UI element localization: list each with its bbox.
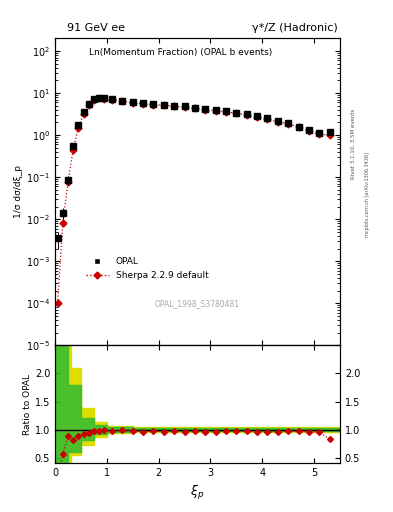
Sherpa 2.2.9 default	[255, 114, 259, 120]
X-axis label: $\xi_p$: $\xi_p$	[190, 484, 205, 502]
Sherpa 2.2.9 default	[244, 112, 249, 118]
Sherpa 2.2.9 default	[172, 103, 176, 110]
Sherpa 2.2.9 default	[224, 109, 228, 115]
Sherpa 2.2.9 default	[182, 104, 187, 111]
Sherpa 2.2.9 default	[86, 102, 91, 108]
Sherpa 2.2.9 default	[317, 131, 321, 137]
Sherpa 2.2.9 default	[71, 146, 75, 153]
Sherpa 2.2.9 default	[130, 100, 135, 106]
Sherpa 2.2.9 default	[307, 128, 311, 134]
Sherpa 2.2.9 default	[66, 179, 70, 185]
Sherpa 2.2.9 default	[81, 111, 86, 117]
Sherpa 2.2.9 default	[193, 105, 197, 112]
Y-axis label: Ratio to OPAL: Ratio to OPAL	[23, 374, 32, 435]
Sherpa 2.2.9 default	[110, 97, 114, 103]
Sherpa 2.2.9 default	[327, 132, 332, 138]
Sherpa 2.2.9 default	[234, 110, 239, 116]
Text: Rivet 3.1.10, 3.5M events: Rivet 3.1.10, 3.5M events	[351, 108, 356, 179]
Sherpa 2.2.9 default	[265, 116, 270, 122]
Legend: OPAL, Sherpa 2.2.9 default: OPAL, Sherpa 2.2.9 default	[82, 254, 212, 284]
Sherpa 2.2.9 default	[162, 102, 166, 109]
Line: Sherpa 2.2.9 default: Sherpa 2.2.9 default	[55, 96, 332, 306]
Sherpa 2.2.9 default	[120, 98, 125, 104]
Text: mcplots.cern.ch [arXiv:1306.3436]: mcplots.cern.ch [arXiv:1306.3436]	[365, 152, 370, 237]
Text: γ*/Z (Hadronic): γ*/Z (Hadronic)	[252, 23, 338, 33]
Sherpa 2.2.9 default	[296, 124, 301, 130]
Sherpa 2.2.9 default	[286, 121, 290, 127]
Sherpa 2.2.9 default	[76, 124, 81, 131]
Sherpa 2.2.9 default	[213, 108, 218, 114]
Sherpa 2.2.9 default	[151, 101, 156, 108]
Sherpa 2.2.9 default	[275, 118, 280, 124]
Sherpa 2.2.9 default	[97, 95, 101, 101]
Text: 91 GeV ee: 91 GeV ee	[67, 23, 125, 33]
Y-axis label: 1/σ dσ/dξ_p: 1/σ dσ/dξ_p	[14, 165, 23, 218]
Sherpa 2.2.9 default	[141, 100, 145, 106]
Sherpa 2.2.9 default	[61, 220, 65, 226]
Sherpa 2.2.9 default	[102, 96, 107, 102]
Text: OPAL_1998_S3780481: OPAL_1998_S3780481	[155, 300, 240, 309]
Text: Ln(Momentum Fraction) (OPAL b events): Ln(Momentum Fraction) (OPAL b events)	[89, 48, 272, 57]
Sherpa 2.2.9 default	[55, 300, 60, 306]
Sherpa 2.2.9 default	[92, 97, 96, 103]
Sherpa 2.2.9 default	[203, 106, 208, 113]
